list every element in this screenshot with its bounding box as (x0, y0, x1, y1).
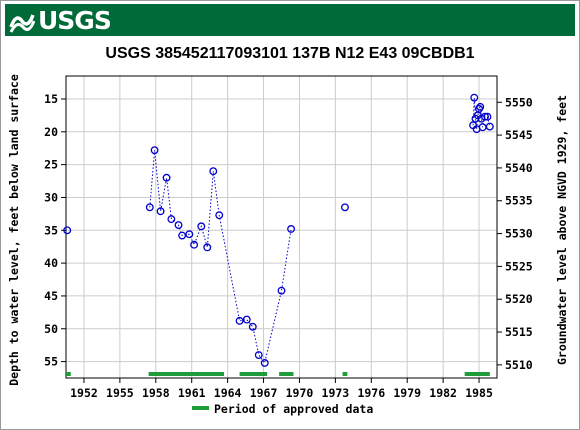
data-point (235, 316, 244, 325)
y-left-tick-label: 25 (44, 158, 58, 172)
data-point (167, 215, 176, 224)
data-point (150, 146, 159, 155)
y-right-tick-label: 5540 (505, 161, 533, 175)
usgs-wave-icon (9, 7, 35, 33)
y-right-tick-label: 5515 (505, 325, 533, 339)
y-left-tick-label: 20 (44, 125, 58, 139)
data-point (248, 322, 257, 331)
y-left-tick-label: 15 (44, 92, 58, 106)
y-right-tick-label: 5525 (505, 259, 533, 273)
y-left-tick-label: 45 (44, 289, 58, 303)
x-tick-label: 1964 (214, 386, 242, 400)
x-tick-label: 1955 (106, 386, 134, 400)
data-point (215, 211, 224, 220)
approved-period-bar (342, 372, 348, 376)
approved-period-bar (464, 372, 490, 376)
x-tick-label: 1976 (357, 386, 385, 400)
x-tick-label: 1979 (393, 386, 421, 400)
approved-period-bar (239, 372, 268, 376)
y-right-tick-label: 5550 (505, 95, 533, 109)
y-left-tick-label: 50 (44, 322, 58, 336)
data-point (483, 112, 492, 121)
plot-area (65, 75, 498, 379)
data-point (162, 173, 171, 182)
x-tick-label: 1961 (178, 386, 206, 400)
y-right-tick-label: 5520 (505, 292, 533, 306)
x-axis-ticks: 1952 1955 1958 1961 1964 1967 1970 1973 1976 1979… (70, 378, 493, 400)
y-axis-left-label: Depth to water level, feet below land su… (7, 74, 21, 386)
grid-lines (66, 76, 497, 378)
x-tick-label: 1970 (286, 386, 314, 400)
chart-title: USGS 385452117093101 137B N12 E43 09CBDB… (105, 45, 474, 62)
data-point (242, 315, 251, 324)
usgs-banner: USGS (5, 4, 575, 36)
x-tick-label: 1958 (142, 386, 170, 400)
y-right-tick-label: 5545 (505, 128, 533, 142)
usgs-logo-text: USGS (38, 5, 112, 35)
data-point (145, 203, 154, 212)
data-point (178, 231, 187, 240)
x-tick-label: 1982 (429, 386, 457, 400)
right-axis-ticks: 5510 5515 5520 5525 5530 5535 5540 5545 5550 (497, 95, 533, 372)
data-point (476, 102, 485, 111)
data-point (260, 358, 269, 367)
data-point (156, 207, 165, 216)
approved-period-bar (279, 372, 294, 376)
legend-label: Period of approved data (214, 402, 373, 416)
y-right-tick-label: 5510 (505, 358, 533, 372)
usgs-logo[interactable]: USGS (9, 5, 112, 35)
series-line-segment (149, 150, 292, 365)
x-tick-label: 1967 (250, 386, 278, 400)
series-lines (149, 97, 491, 365)
y-left-tick-label: 40 (44, 256, 58, 270)
x-tick-label: 1973 (322, 386, 350, 400)
data-point (174, 221, 183, 229)
data-point (470, 93, 479, 102)
series-line-segment (472, 97, 491, 130)
data-point (481, 112, 489, 121)
x-tick-label: 1985 (465, 386, 493, 400)
data-point (203, 243, 212, 252)
data-point (185, 230, 194, 239)
series-points (63, 93, 494, 367)
data-point (254, 351, 263, 359)
data-point (190, 240, 199, 249)
legend-swatch (192, 406, 209, 410)
approved-period-bar (66, 372, 71, 376)
data-point (197, 222, 206, 231)
approved-periods (66, 372, 490, 376)
x-tick-label: 1952 (70, 386, 98, 400)
y-axis-right-label: Groundwater level above NGVD 1929, feet (555, 95, 569, 365)
y-right-tick-label: 5535 (505, 194, 533, 208)
y-left-tick-label: 30 (44, 190, 58, 204)
y-left-tick-label: 55 (44, 355, 58, 369)
approved-period-bar (148, 372, 225, 376)
data-point (341, 203, 349, 212)
data-point (63, 226, 72, 235)
data-point (209, 167, 218, 176)
legend: Period of approved data (192, 402, 373, 416)
y-right-tick-label: 5530 (505, 227, 533, 241)
data-point (277, 286, 286, 295)
data-point (287, 225, 296, 233)
y-left-tick-label: 35 (44, 223, 58, 237)
left-axis-ticks: 15 20 25 30 35 40 45 50 55 (44, 92, 66, 369)
data-point (485, 122, 494, 131)
